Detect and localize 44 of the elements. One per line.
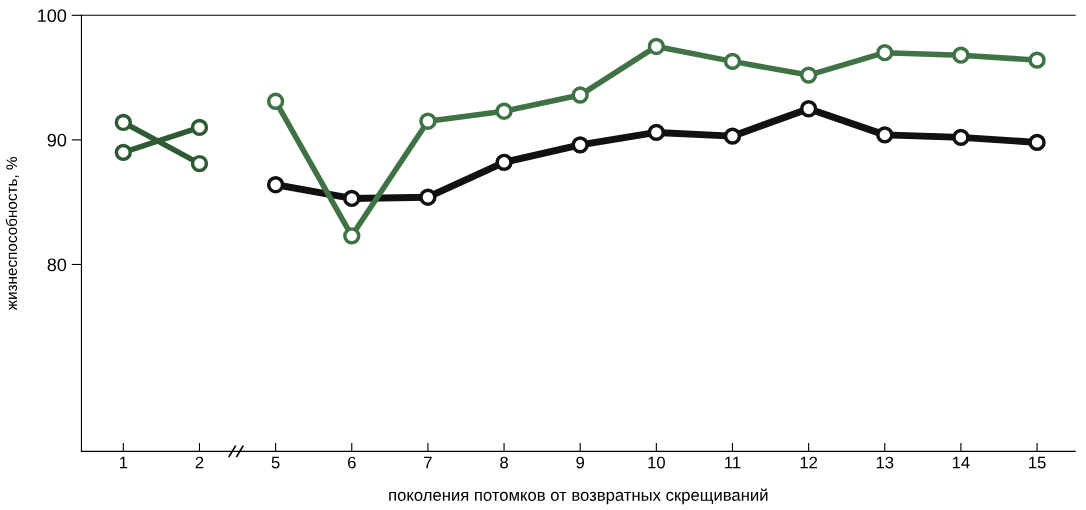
x-axis-title: поколения потомков от возвратных скрещиваний [389, 488, 768, 505]
x-tick-label: 1 [119, 456, 128, 469]
point [571, 86, 589, 104]
x-tick-label: 7 [424, 456, 432, 469]
point [876, 43, 894, 62]
x-tick-label: 10 [648, 456, 665, 469]
y-tick-label: 80 [47, 258, 67, 272]
point [647, 37, 666, 56]
point [952, 128, 970, 147]
x-tick-label: 12 [800, 456, 818, 469]
point [723, 127, 742, 145]
point [343, 189, 361, 208]
x-tick-label: 9 [576, 456, 585, 469]
x-tick-label: 5 [271, 456, 280, 469]
y-tick-label: 100 [38, 9, 67, 23]
point [266, 176, 285, 194]
point [419, 188, 437, 206]
point [1028, 51, 1046, 69]
point [799, 100, 818, 118]
x-tick-label: 6 [347, 456, 356, 469]
point [1028, 133, 1046, 152]
x-tick-label: 8 [500, 456, 508, 469]
x-tick-label: 14 [952, 456, 970, 469]
y-axis-title: жизнеспособность, % [5, 156, 19, 311]
point [495, 102, 513, 120]
y-tick-label: 90 [47, 133, 67, 147]
point [495, 153, 513, 171]
point [190, 154, 209, 173]
point [647, 123, 666, 142]
point [571, 136, 589, 154]
x-tick-label: 13 [876, 456, 894, 469]
point [114, 113, 133, 132]
point [266, 92, 285, 110]
point [723, 52, 742, 71]
x-tick-label: 15 [1029, 456, 1046, 469]
point [952, 46, 970, 64]
point [343, 227, 361, 245]
point [114, 143, 133, 162]
point [876, 126, 894, 144]
point [190, 118, 209, 137]
point [799, 66, 818, 84]
point [419, 112, 437, 130]
x-tick-label: 2 [195, 456, 204, 469]
x-tick-label: 11 [725, 456, 741, 469]
